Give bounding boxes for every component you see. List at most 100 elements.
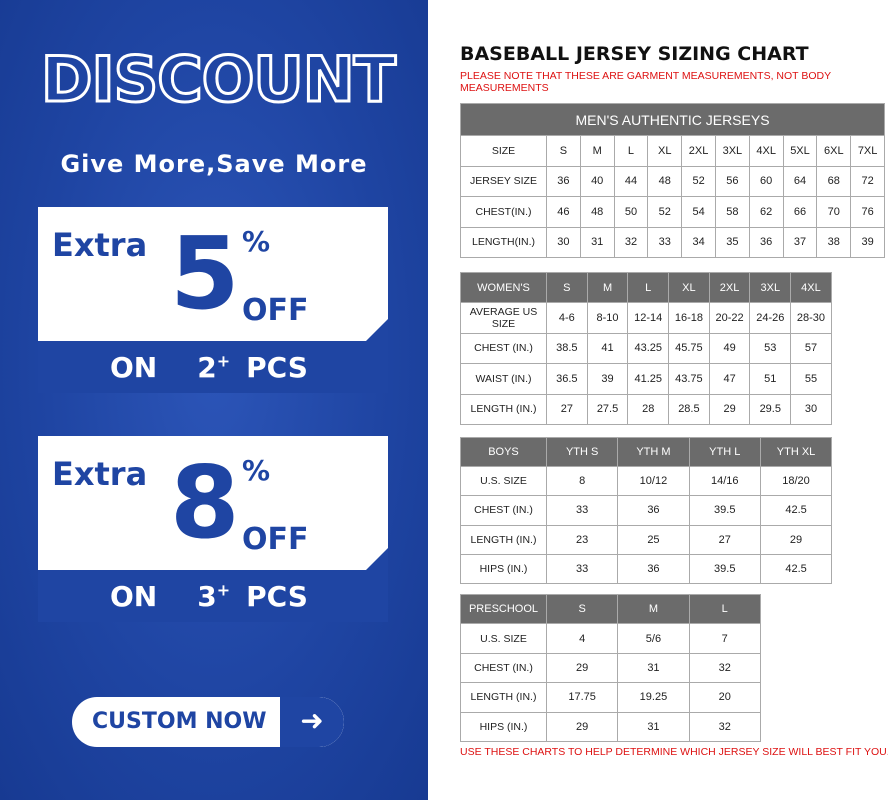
table-cell: L <box>627 271 670 304</box>
table-cell: 36 <box>546 165 581 197</box>
table-cell: 39 <box>586 363 629 395</box>
arrow-right-icon: ➜ <box>280 697 344 747</box>
table-cell: 20-22 <box>708 302 751 334</box>
offer-off: OFF <box>242 293 309 328</box>
percent-sign: % <box>242 454 271 487</box>
row-label: PRESCHOOL <box>460 593 547 625</box>
table-row: HIPS (IN.) 29 31 32 <box>460 711 761 742</box>
table-cell: 39.5 <box>688 553 761 584</box>
table-cell: 23 <box>545 524 619 555</box>
offer-percent: 8 <box>170 444 240 561</box>
table-cell: 62 <box>748 196 784 228</box>
table-cell: 5/6 <box>617 623 690 654</box>
table-cell: 31 <box>579 226 615 258</box>
table-cell: 20 <box>688 682 761 713</box>
table-cell: 70 <box>816 196 852 228</box>
table-cell: 54 <box>681 196 716 228</box>
table-cell: S <box>546 135 581 167</box>
table-cell: 32 <box>613 226 649 258</box>
offer-percent: 5 <box>170 215 240 332</box>
table-cell: 4-6 <box>546 302 588 334</box>
table-cell: 29 <box>545 652 619 684</box>
table-cell: 44 <box>613 165 649 197</box>
table-cell: 30 <box>546 226 581 258</box>
table-cell: 7 <box>688 623 761 654</box>
offer-card-1: Extra 5 % OFF ON 2+ PCS <box>38 207 388 393</box>
table-cell: 28.5 <box>668 393 710 425</box>
table-row: SIZE S M L XL 2XL 3XL 4XL 5XL 6XL 7XL <box>460 135 886 167</box>
table-cell: 32 <box>688 652 761 684</box>
table-row: CHEST(IN.) 46 48 50 52 54 58 62 66 70 76 <box>460 196 886 228</box>
table-cell: 3XL <box>749 271 792 304</box>
table-cell: 56 <box>714 165 750 197</box>
table-cell: S <box>546 271 588 304</box>
offer-extra: Extra <box>52 226 148 264</box>
qty-number: 3 <box>197 579 217 613</box>
table-cell: 33 <box>647 226 683 258</box>
table-cell: 2XL <box>708 271 751 304</box>
table-cell: 18/20 <box>759 466 833 497</box>
table-cell: L <box>688 593 761 625</box>
table-cell: 25 <box>617 524 690 555</box>
table-cell: 4XL <box>748 135 784 167</box>
table-row: U.S. SIZE 4 5/6 7 <box>460 623 761 654</box>
table-row: LENGTH (IN.) 23 25 27 29 <box>460 524 833 555</box>
custom-now-label: CUSTOM NOW <box>92 709 267 734</box>
row-label: HIPS (IN.) <box>460 711 547 742</box>
mens-size-table: MEN'S AUTHENTIC JERSEYS SIZE S M L XL 2XL 3XL 4X… <box>459 103 886 258</box>
table-cell: 28-30 <box>790 302 832 334</box>
table-row: CHEST (IN.) 29 31 32 <box>460 652 761 684</box>
table-cell: 36 <box>748 226 784 258</box>
table-cell: 19.25 <box>617 682 690 713</box>
offer-quantity-band: ON 3+ PCS <box>38 570 388 622</box>
table-cell: 50 <box>613 196 649 228</box>
table-cell: 29 <box>545 711 619 742</box>
table-cell: 4XL <box>790 271 832 304</box>
table-cell: 30 <box>790 393 832 425</box>
table-cell: 52 <box>681 165 716 197</box>
table-cell: 39 <box>850 226 886 258</box>
footer-note: USE THESE CHARTS TO HELP DETERMINE WHICH… <box>460 746 888 758</box>
custom-now-button[interactable]: CUSTOM NOW ➜ <box>72 697 344 747</box>
table-cell: 8-10 <box>586 302 629 334</box>
table-cell: 12-14 <box>627 302 670 334</box>
row-label: JERSEY SIZE <box>460 165 547 197</box>
table-cell: 2XL <box>681 135 716 167</box>
table-cell: 34 <box>681 226 716 258</box>
table-header-row: BOYS YTH S YTH M YTH L YTH XL <box>460 436 833 468</box>
table-cell: 5XL <box>782 135 818 167</box>
table-cell: 46 <box>546 196 581 228</box>
row-label: CHEST (IN.) <box>460 652 547 684</box>
table-cell: 53 <box>749 332 792 365</box>
qty-plus: + <box>216 580 231 600</box>
table-cell: 27.5 <box>586 393 629 425</box>
row-label: LENGTH(IN.) <box>460 226 547 258</box>
table-cell: 76 <box>850 196 886 228</box>
offer-off: OFF <box>242 522 309 557</box>
row-label: U.S. SIZE <box>460 466 547 497</box>
table-row: WAIST (IN.) 36.5 39 41.25 43.75 47 51 55 <box>460 363 832 395</box>
table-cell: 17.75 <box>545 682 619 713</box>
row-label: WAIST (IN.) <box>460 363 547 395</box>
table-cell: YTH S <box>545 436 619 468</box>
table-cell: 16-18 <box>668 302 710 334</box>
row-label: LENGTH (IN.) <box>460 524 547 555</box>
qty-number: 2 <box>197 350 217 384</box>
table-row: LENGTH (IN.) 27 27.5 28 28.5 29 29.5 30 <box>460 393 832 425</box>
discount-headline: DISCOUNT <box>40 42 398 118</box>
percent-sign: % <box>242 225 271 258</box>
table-cell: 8 <box>545 466 619 497</box>
table-cell: 43.75 <box>668 363 710 395</box>
womens-size-table: WOMEN'S S M L XL 2XL 3XL 4XL AVERAGE US SIZE 4-6 8… <box>460 271 832 425</box>
table-cell: YTH M <box>617 436 690 468</box>
table-row: CHEST (IN.) 33 36 39.5 42.5 <box>460 495 833 526</box>
table-cell: 28 <box>627 393 670 425</box>
table-cell: 36 <box>617 553 690 584</box>
on-label: ON <box>110 579 158 613</box>
row-label: LENGTH (IN.) <box>460 393 547 425</box>
pcs-label: PCS <box>246 350 308 384</box>
table-cell: 39.5 <box>688 495 761 526</box>
row-label: SIZE <box>460 135 547 167</box>
table-cell: 6XL <box>816 135 852 167</box>
table-cell: XL <box>668 271 710 304</box>
